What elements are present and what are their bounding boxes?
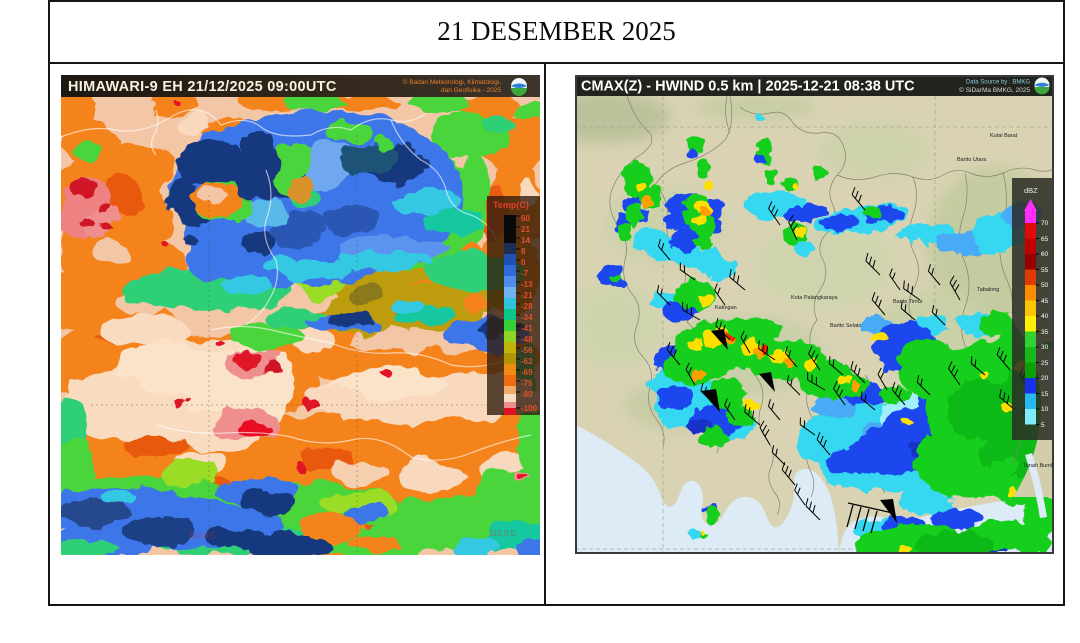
- svg-text:Barito Timur: Barito Timur: [893, 299, 923, 305]
- svg-text:-13: -13: [521, 280, 533, 289]
- svg-text:-56: -56: [521, 346, 533, 355]
- svg-text:Tanah Bumbu: Tanah Bumbu: [1023, 463, 1054, 469]
- svg-text:45: 45: [1041, 298, 1049, 305]
- svg-text:Tabalong: Tabalong: [977, 287, 999, 293]
- svg-text:-75: -75: [521, 379, 533, 388]
- svg-text:25: 25: [1041, 360, 1049, 367]
- svg-text:10: 10: [1041, 406, 1049, 413]
- svg-text:CMAX(Z) - HWIND 0.5 km | 2025-: CMAX(Z) - HWIND 0.5 km | 2025-12-21 08:3…: [581, 79, 915, 95]
- svg-text:20: 20: [1041, 375, 1049, 382]
- svg-text:-62: -62: [521, 357, 533, 366]
- svg-text:© Badan Meteorologi, Klimatolo: © Badan Meteorologi, Klimatologi,: [403, 78, 502, 86]
- svg-text:Data Source by : BMKG: Data Source by : BMKG: [966, 80, 1030, 86]
- svg-text:Kota Palangkaraya: Kota Palangkaraya: [791, 295, 838, 301]
- svg-text:60: 60: [1041, 251, 1049, 258]
- svg-text:40: 40: [1041, 313, 1049, 320]
- svg-text:115.0 E: 115.0 E: [489, 529, 516, 538]
- svg-text:15: 15: [1041, 391, 1049, 398]
- svg-text:-48: -48: [521, 335, 533, 344]
- svg-text:Katingan: Katingan: [715, 305, 737, 311]
- svg-text:21: 21: [521, 225, 530, 234]
- svg-text:14: 14: [521, 236, 530, 245]
- svg-text:Barito Selatan: Barito Selatan: [830, 323, 865, 329]
- svg-text:Barito Utara: Barito Utara: [957, 157, 987, 163]
- svg-text:-21: -21: [521, 291, 533, 300]
- svg-text:110.0 E: 110.0 E: [189, 531, 216, 540]
- svg-text:HIMAWARI-9 EH 21/12/2025 09:: HIMAWARI-9 EH 21/12/2025 09:00UTC: [68, 79, 337, 95]
- svg-text:35: 35: [1041, 329, 1049, 336]
- svg-text:65: 65: [1041, 236, 1049, 243]
- svg-text:5: 5: [1041, 422, 1045, 429]
- svg-text:-80: -80: [521, 390, 533, 399]
- svg-text:-7: -7: [521, 269, 529, 278]
- svg-text:60: 60: [521, 214, 530, 223]
- svg-text:-100: -100: [521, 404, 538, 413]
- svg-text:Temp(C): Temp(C): [493, 200, 529, 210]
- svg-text:-41: -41: [521, 324, 533, 333]
- svg-text:55: 55: [1041, 267, 1049, 274]
- svg-text:30: 30: [1041, 344, 1049, 351]
- svg-text:-69: -69: [521, 368, 533, 377]
- svg-text:-28: -28: [521, 302, 533, 311]
- svg-text:© SiDarMa BMKG, 2025: © SiDarMa BMKG, 2025: [959, 86, 1030, 94]
- svg-text:Kutai Barat: Kutai Barat: [990, 133, 1018, 139]
- svg-text:dan Geofisika - 2025: dan Geofisika - 2025: [441, 87, 501, 94]
- svg-text:70: 70: [1041, 220, 1049, 227]
- svg-text:dBZ: dBZ: [1024, 186, 1038, 195]
- svg-text:-34: -34: [521, 313, 533, 322]
- svg-text:50: 50: [1041, 282, 1049, 289]
- svg-text:8: 8: [521, 247, 526, 256]
- svg-text:0: 0: [521, 258, 526, 267]
